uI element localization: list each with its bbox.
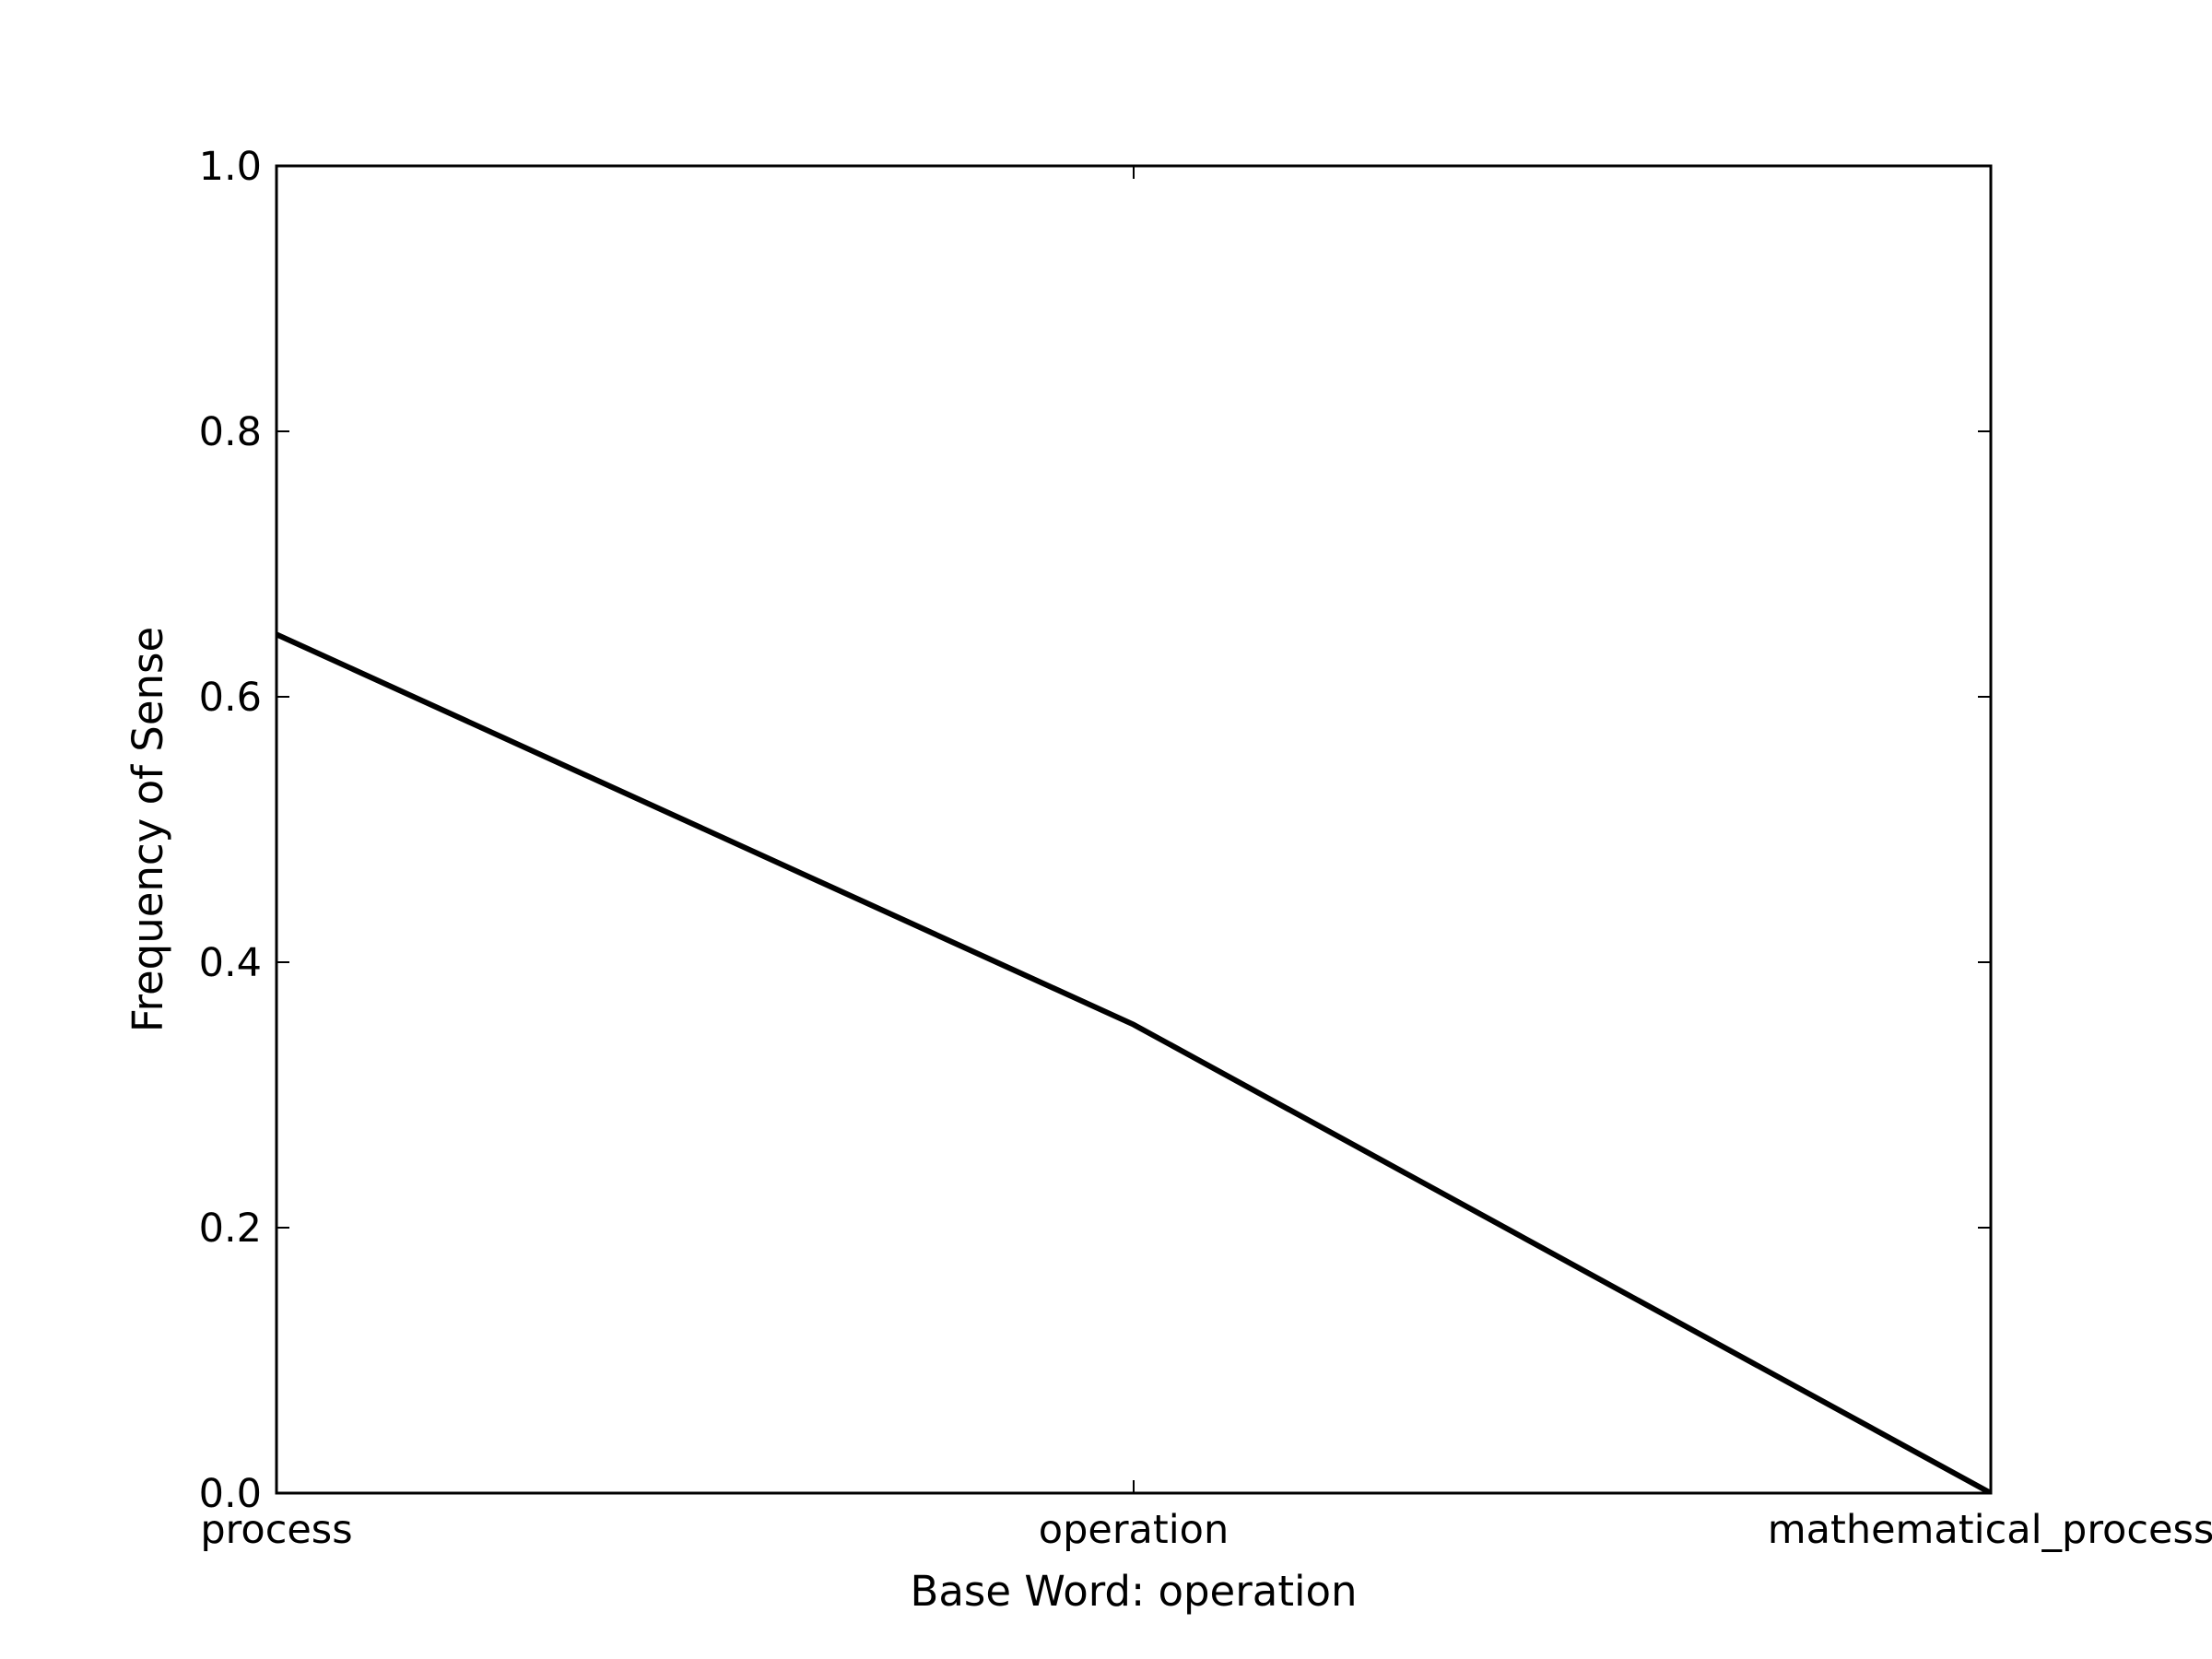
series-layer: [276, 631, 1991, 1493]
x-tick-label: mathematical_process: [1768, 1507, 2212, 1553]
y-tick-label: 0.0: [199, 1471, 262, 1517]
plot-frame: [275, 164, 1993, 1495]
y-tick-label: 1.0: [199, 144, 262, 190]
y-tick-label: 0.6: [199, 675, 262, 721]
x-axis-label: Base Word: operation: [910, 1567, 1357, 1616]
x-tick-label: process: [200, 1507, 352, 1553]
x-tick-label: operation: [1039, 1507, 1229, 1553]
series-line: [276, 631, 1991, 1493]
y-axis-label: Frequency of Sense: [124, 627, 172, 1032]
y-tick-label: 0.4: [199, 940, 262, 986]
y-tick-label: 0.8: [199, 409, 262, 455]
y-tick-labels: 0.0 0.2 0.4 0.6 0.8 1.0: [199, 144, 262, 1517]
y-tick-label: 0.2: [199, 1206, 262, 1252]
x-tick-labels: process operation mathematical_process: [200, 1507, 2212, 1553]
